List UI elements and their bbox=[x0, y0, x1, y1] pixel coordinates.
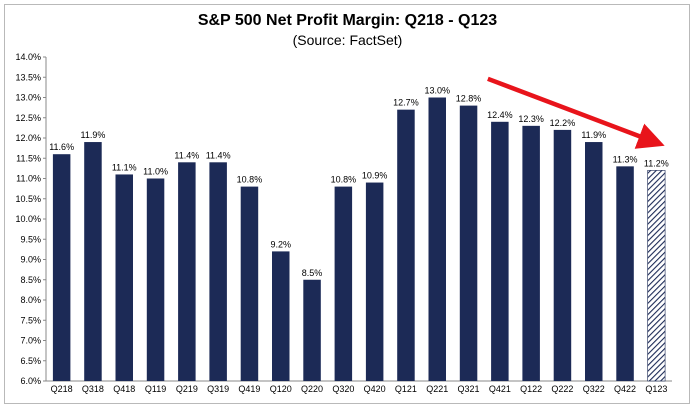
bar-q420 bbox=[365, 182, 384, 381]
data-label: 11.0% bbox=[143, 167, 168, 177]
y-tick-label: 10.5% bbox=[15, 194, 41, 204]
bar-q221 bbox=[428, 97, 446, 381]
x-tick-label: Q421 bbox=[489, 384, 511, 394]
bar-q318 bbox=[84, 142, 102, 381]
data-label: 13.0% bbox=[424, 86, 450, 96]
data-label: 12.2% bbox=[550, 118, 576, 128]
data-label: 12.8% bbox=[456, 94, 482, 104]
bar-q119 bbox=[146, 178, 165, 381]
x-tick-label: Q418 bbox=[113, 384, 135, 394]
y-tick-label: 8.5% bbox=[20, 275, 41, 285]
data-labels: 11.6% 11.9% 11.1% 11.0% 11.4% 11.4% 10.8% 9.2% 8… bbox=[49, 86, 669, 278]
x-tick-label: Q319 bbox=[207, 384, 229, 394]
bar-q121 bbox=[397, 109, 415, 382]
x-tick-label: Q119 bbox=[145, 384, 166, 394]
bars bbox=[52, 97, 666, 382]
bar-q418 bbox=[115, 174, 133, 381]
data-label: 10.8% bbox=[331, 175, 357, 185]
data-label: 11.4% bbox=[174, 150, 199, 160]
y-tick-label: 13.0% bbox=[15, 93, 41, 103]
x-tick-label: Q220 bbox=[301, 384, 323, 394]
chart-subtitle: (Source: FactSet) bbox=[292, 32, 403, 48]
x-tick-label: Q322 bbox=[583, 384, 605, 394]
bar-q220 bbox=[303, 279, 321, 381]
y-tick-label: 7.5% bbox=[20, 315, 41, 325]
data-label: 11.6% bbox=[49, 142, 74, 152]
y-tick-label: 8.0% bbox=[20, 295, 41, 305]
trend-arrow bbox=[487, 76, 665, 149]
data-label: 11.1% bbox=[112, 162, 137, 172]
bar-q319 bbox=[209, 162, 227, 381]
y-tick-label: 9.0% bbox=[20, 255, 41, 265]
y-tick-label: 6.5% bbox=[20, 356, 41, 366]
y-tick-label: 11.5% bbox=[16, 153, 41, 163]
x-tick-label: Q320 bbox=[332, 384, 354, 394]
data-label: 8.5% bbox=[302, 268, 323, 278]
x-tick-label: Q419 bbox=[238, 384, 260, 394]
data-label: 10.8% bbox=[237, 175, 263, 185]
x-tick-label: Q318 bbox=[82, 384, 104, 394]
data-label: 12.3% bbox=[518, 114, 544, 124]
data-label: 11.2% bbox=[644, 158, 669, 168]
x-tick-label: Q221 bbox=[426, 384, 448, 394]
y-tick-label: 12.5% bbox=[15, 113, 41, 123]
y-tick-label: 9.5% bbox=[20, 234, 41, 244]
bar-q218 bbox=[52, 154, 71, 381]
bar-q421 bbox=[491, 121, 509, 382]
bar-q321 bbox=[459, 105, 478, 381]
y-tick-label: 12.0% bbox=[15, 133, 41, 143]
axes: 6.0% 6.5% 7.0% 7.5% 8.0% 8.5% 9.0% 9.5% 10.0% 10.… bbox=[15, 52, 672, 394]
x-tick-label: Q420 bbox=[364, 384, 386, 394]
bar-q219 bbox=[178, 162, 196, 381]
y-tick-label: 13.5% bbox=[15, 72, 41, 82]
chart-frame bbox=[4, 4, 690, 404]
x-tick-label: Q219 bbox=[176, 384, 198, 394]
data-label: 12.7% bbox=[393, 98, 419, 108]
bar-q320 bbox=[334, 186, 353, 381]
bar-q120 bbox=[272, 251, 290, 381]
bar-q123 bbox=[647, 170, 666, 382]
y-tick-label: 11.0% bbox=[16, 174, 41, 184]
data-label: 11.9% bbox=[81, 130, 106, 140]
x-tick-label: Q122 bbox=[520, 384, 542, 394]
bar-q122 bbox=[522, 125, 540, 381]
bar-q222 bbox=[553, 129, 572, 381]
x-tick-label: Q121 bbox=[395, 384, 417, 394]
bar-q322 bbox=[585, 142, 603, 381]
y-tick-label: 6.0% bbox=[20, 376, 41, 386]
chart-title: S&P 500 Net Profit Margin: Q218 - Q123 bbox=[197, 12, 498, 29]
data-label: 9.2% bbox=[270, 239, 291, 249]
data-label: 11.4% bbox=[206, 150, 231, 160]
bar-q419 bbox=[240, 186, 259, 381]
data-label: 11.3% bbox=[613, 154, 638, 164]
data-label: 12.4% bbox=[487, 110, 513, 120]
x-tick-label: Q321 bbox=[458, 384, 480, 394]
bar-q422 bbox=[616, 166, 634, 381]
x-tick-label: Q422 bbox=[614, 384, 636, 394]
x-tick-label: Q222 bbox=[551, 384, 573, 394]
data-label: 10.9% bbox=[362, 171, 388, 181]
x-tick-label: Q120 bbox=[270, 384, 292, 394]
y-tick-label: 10.0% bbox=[15, 214, 41, 224]
x-tick-label: Q218 bbox=[51, 384, 73, 394]
trend-arrow-layer bbox=[487, 76, 665, 149]
y-tick-label: 14.0% bbox=[15, 52, 41, 62]
x-tick-label: Q123 bbox=[645, 384, 667, 394]
y-tick-label: 7.0% bbox=[20, 336, 41, 346]
data-label: 11.9% bbox=[581, 130, 606, 140]
